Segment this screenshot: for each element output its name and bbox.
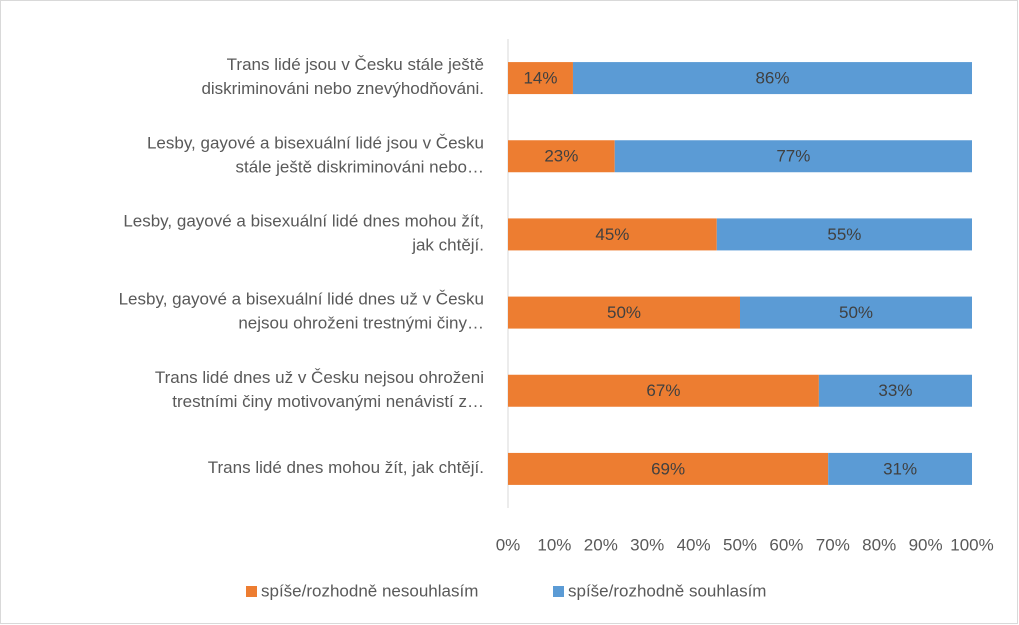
x-tick-label: 10% bbox=[537, 535, 571, 554]
bar-segment bbox=[828, 452, 972, 485]
data-label: 69% bbox=[651, 459, 685, 478]
data-label: 67% bbox=[646, 381, 680, 400]
category-label: Trans lidé dnes mohou žít, jak chtějí. bbox=[208, 458, 484, 477]
bar-segment bbox=[508, 374, 819, 407]
x-tick-label: 100% bbox=[950, 535, 993, 554]
legend-label: spíše/rozhodně souhlasím bbox=[568, 581, 766, 600]
x-tick-label: 60% bbox=[769, 535, 803, 554]
data-label: 14% bbox=[523, 69, 557, 88]
bar-segment bbox=[818, 374, 972, 407]
bar-segment bbox=[614, 140, 972, 173]
category-label: Trans lidé jsou v Česku stále ještě diskr… bbox=[201, 56, 484, 99]
data-label: 33% bbox=[878, 381, 912, 400]
x-tick-label: 80% bbox=[862, 535, 896, 554]
bar-segment bbox=[508, 140, 615, 173]
category-label: Lesby, gayové a bisexuální lidé dnes už … bbox=[119, 290, 484, 333]
x-tick-label: 30% bbox=[630, 535, 664, 554]
data-label: 50% bbox=[607, 303, 641, 322]
category-label: Lesby, gayové a bisexuální lidé dnes moh… bbox=[123, 212, 484, 255]
x-tick-label: 90% bbox=[909, 535, 943, 554]
legend-swatch bbox=[246, 586, 257, 597]
bar-segment bbox=[572, 62, 972, 95]
bar-segment bbox=[508, 218, 717, 251]
x-tick-label: 40% bbox=[677, 535, 711, 554]
data-label: 23% bbox=[544, 147, 578, 166]
x-tick-label: 70% bbox=[816, 535, 850, 554]
legend-label: spíše/rozhodně nesouhlasím bbox=[261, 581, 478, 600]
category-label: Lesby, gayové a bisexuální lidé jsou v Č… bbox=[147, 134, 484, 177]
bar-segment bbox=[740, 296, 972, 329]
bar-segment bbox=[508, 296, 740, 329]
data-label: 77% bbox=[776, 147, 810, 166]
x-tick-label: 20% bbox=[584, 535, 618, 554]
x-tick-label: 50% bbox=[723, 535, 757, 554]
bar-segment bbox=[716, 218, 972, 251]
data-label: 55% bbox=[827, 225, 861, 244]
category-label: Trans lidé dnes už v Česku nejsou ohrože… bbox=[155, 368, 484, 411]
data-label: 45% bbox=[595, 225, 629, 244]
x-tick-label: 0% bbox=[496, 535, 521, 554]
data-label: 31% bbox=[883, 459, 917, 478]
bar-segment bbox=[508, 62, 573, 95]
data-label: 86% bbox=[755, 69, 789, 88]
data-label: 50% bbox=[839, 303, 873, 322]
legend-swatch bbox=[553, 586, 564, 597]
bar-segment bbox=[508, 452, 829, 485]
